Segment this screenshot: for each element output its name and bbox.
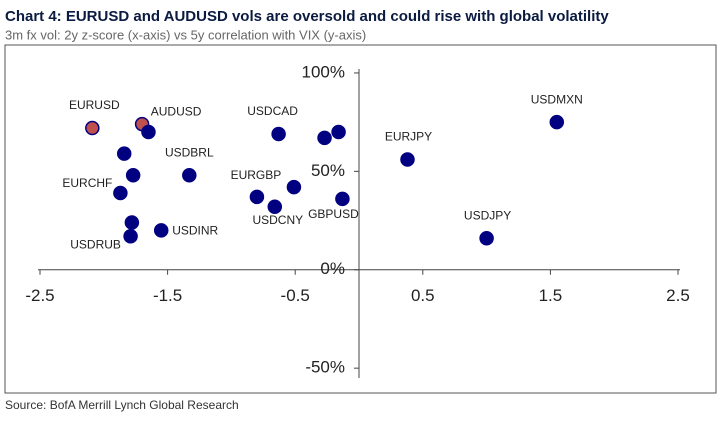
x-tick-label: -0.5 bbox=[281, 286, 310, 305]
point-label: EURGBP bbox=[231, 168, 282, 182]
scatter-point bbox=[123, 229, 138, 244]
x-tick-label: -2.5 bbox=[25, 286, 54, 305]
scatter-point bbox=[267, 199, 283, 215]
point-label: USDRUB bbox=[70, 237, 121, 251]
x-tick-label: 0.5 bbox=[411, 286, 435, 305]
point-label: USDMXN bbox=[531, 92, 583, 106]
x-tick-label: 1.5 bbox=[539, 286, 563, 305]
y-tick-label: 50% bbox=[311, 161, 345, 180]
scatter-point bbox=[249, 189, 265, 205]
scatter-point bbox=[125, 168, 141, 183]
scatter-point bbox=[271, 126, 286, 142]
point-label: EURJPY bbox=[385, 130, 432, 144]
point-label: USDCAD bbox=[247, 104, 298, 118]
y-tick-label: 0% bbox=[320, 259, 345, 278]
scatter-point bbox=[182, 168, 197, 183]
x-tick-label: 2.5 bbox=[666, 286, 690, 305]
chart-title: Chart 4: EURUSD and AUDUSD vols are over… bbox=[5, 8, 609, 25]
point-label: GBPUSD bbox=[308, 207, 359, 221]
scatter-point bbox=[479, 231, 494, 246]
point-label: USDJPY bbox=[464, 208, 511, 222]
scatter-point bbox=[124, 215, 140, 230]
scatter-point bbox=[113, 185, 128, 201]
scatter-point bbox=[85, 120, 100, 136]
y-tick-label: 100% bbox=[302, 62, 345, 81]
scatter-point bbox=[335, 191, 350, 207]
scatter-point bbox=[331, 124, 346, 140]
point-label: USDBRL bbox=[165, 145, 214, 159]
chart-subtitle: 3m fx vol: 2y z-score (x-axis) vs 5y cor… bbox=[5, 27, 366, 42]
scatter-point bbox=[317, 130, 332, 146]
scatter-point bbox=[141, 124, 156, 140]
y-tick-label: -50% bbox=[305, 358, 345, 377]
scatter-point bbox=[286, 179, 302, 195]
point-label: USDINR bbox=[172, 224, 218, 238]
x-tick-label: -1.5 bbox=[153, 286, 182, 305]
plot-frame bbox=[4, 44, 717, 394]
source: Source: BofA Merrill Lynch Global Resear… bbox=[5, 398, 239, 412]
scatter-point bbox=[116, 146, 132, 161]
scatter-point bbox=[549, 114, 565, 130]
scatter-point bbox=[400, 152, 415, 167]
point-label: EURCHF bbox=[62, 176, 112, 190]
scatter-point bbox=[153, 223, 169, 238]
point-label: USDCNY bbox=[252, 213, 303, 227]
point-label: EURUSD bbox=[69, 98, 120, 112]
point-label: AUDUSD bbox=[151, 104, 202, 118]
